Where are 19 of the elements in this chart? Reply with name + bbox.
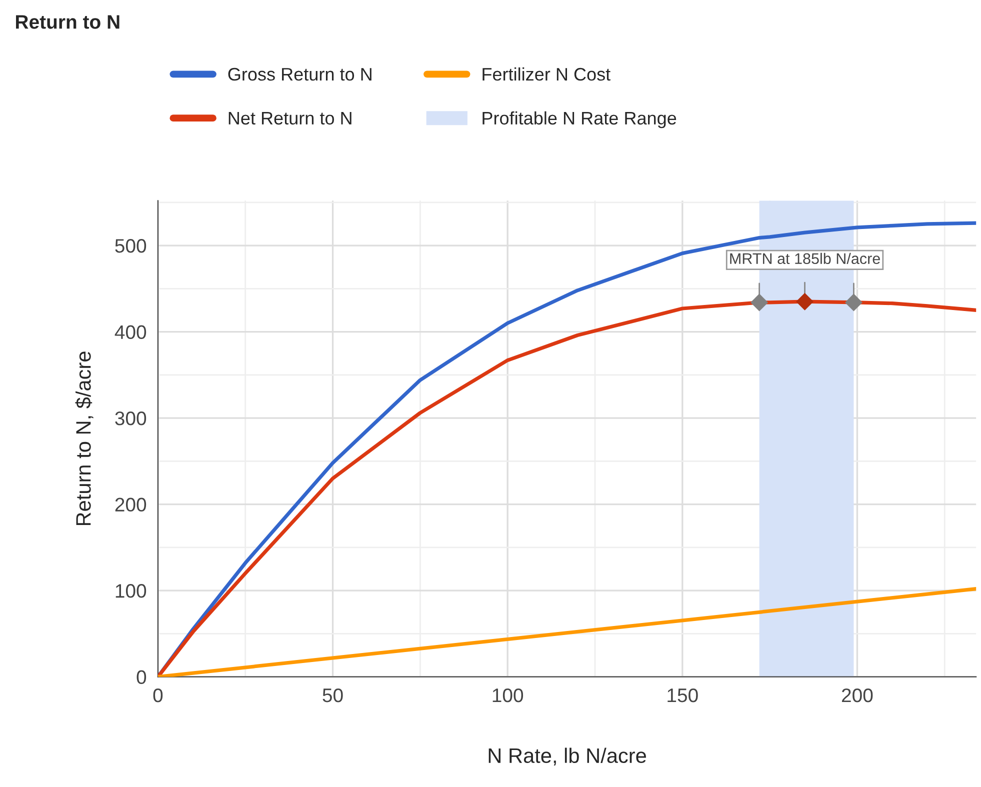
legend-label: Fertilizer N Cost	[482, 67, 610, 81]
x-tick-label: 150	[668, 688, 698, 702]
chart-title: Return to N	[16, 15, 120, 29]
y-tick-label: 0	[136, 670, 146, 684]
x-tick-label: 100	[492, 688, 524, 702]
x-tick-label: 50	[322, 688, 343, 702]
y-tick-label: 400	[114, 325, 146, 340]
y-tick-label: 300	[115, 412, 146, 426]
y-tick-label: 500	[115, 239, 146, 253]
legend-label: Net Return to N	[228, 112, 352, 125]
x-tick-label: 0	[153, 688, 163, 702]
y-axis-title: Return to N, $/acre	[75, 352, 94, 526]
y-tick-label: 200	[115, 498, 146, 512]
legend-label: Gross Return to N	[228, 68, 372, 81]
x-axis-title: N Rate, lb N/acre	[488, 748, 646, 766]
y-tick-label: 100	[116, 584, 146, 598]
annotation: MRTN at 185lb N/acre	[730, 252, 880, 264]
legend-label: Profitable N Rate Range	[482, 111, 676, 128]
x-tick-label: 200	[842, 688, 873, 702]
